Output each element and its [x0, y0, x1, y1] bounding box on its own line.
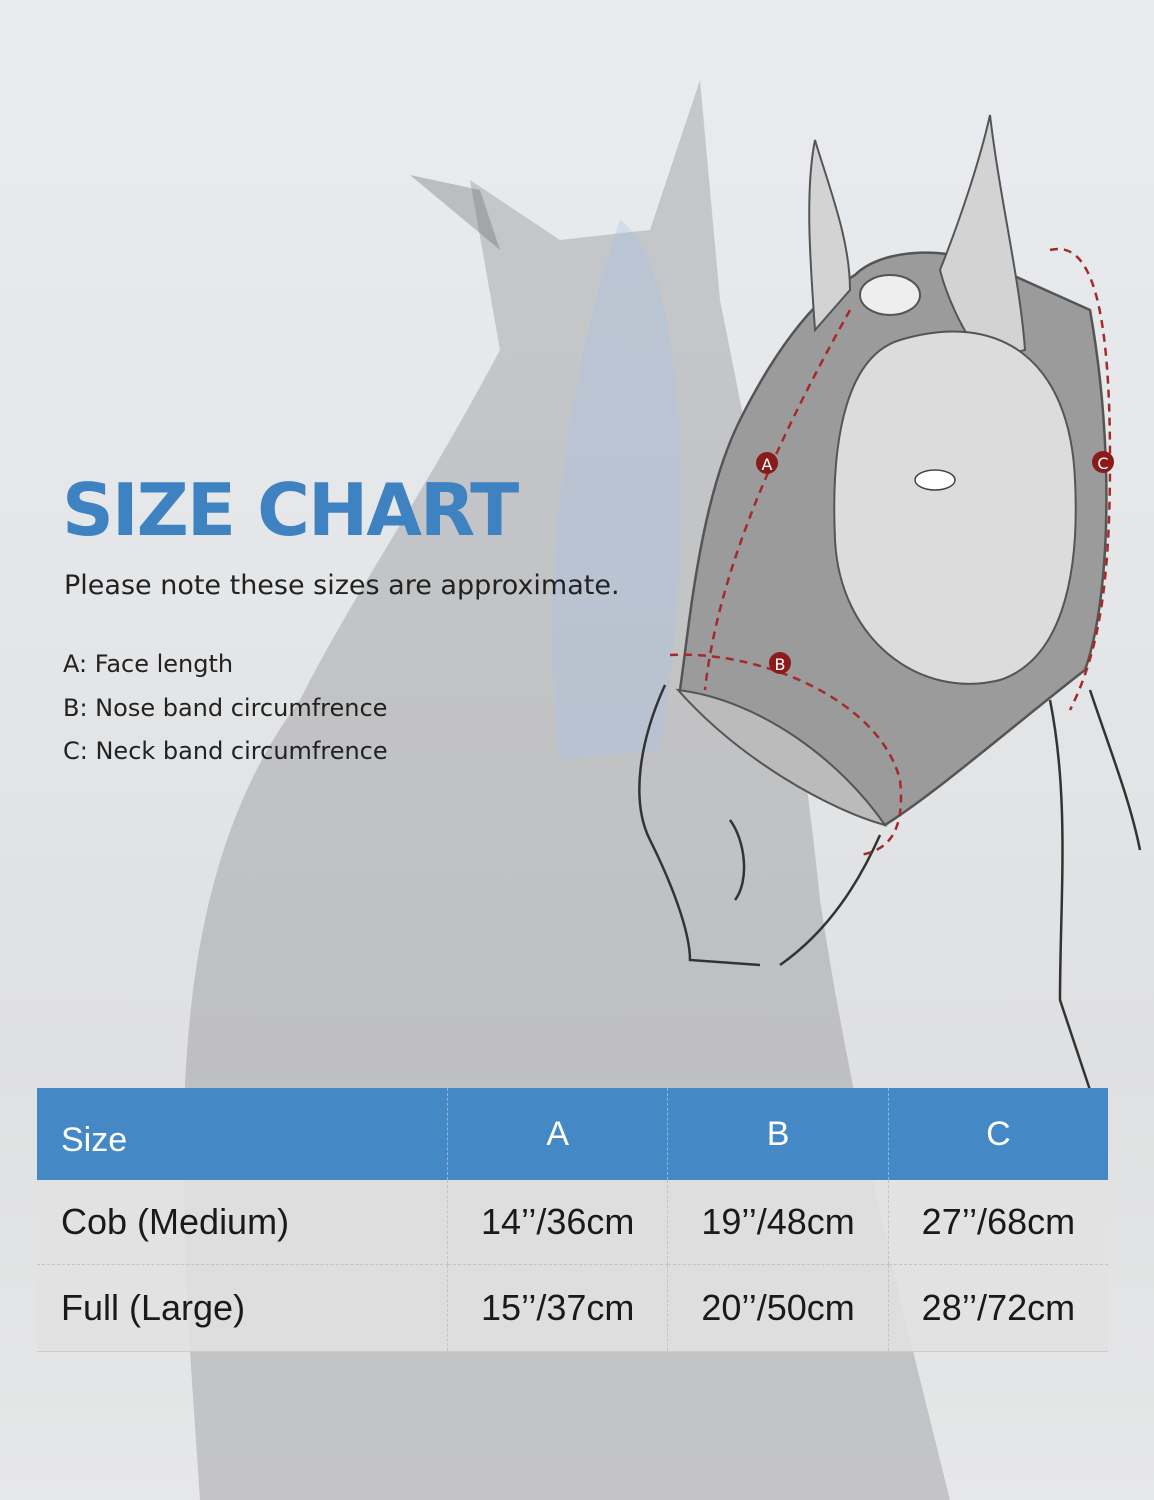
value-cell-c: 28’’/72cm	[887, 1264, 1108, 1352]
table-row: Full (Large) 15’’/37cm 20’’/50cm 28’’/72…	[37, 1264, 1108, 1352]
table-header-row: Size A B C	[37, 1088, 1108, 1180]
header-b: B	[667, 1088, 889, 1180]
marker-b: B	[769, 652, 791, 674]
value-cell-a: 14’’/36cm	[446, 1180, 668, 1265]
horse-mask-diagram: A B C	[638, 114, 1142, 1091]
value-cell-c: 27’’/68cm	[887, 1180, 1108, 1265]
header-size: Size	[37, 1088, 448, 1180]
legend-item-c: C: Neck band circumfrence	[63, 737, 388, 765]
marker-c: C	[1092, 451, 1114, 473]
table-row: Cob (Medium) 14’’/36cm 19’’/48cm 27’’/68…	[37, 1180, 1108, 1265]
legend-item-a: A: Face length	[63, 650, 234, 678]
size-cell: Cob (Medium)	[37, 1180, 448, 1265]
svg-text:C: C	[1097, 454, 1108, 473]
header-c: C	[887, 1088, 1108, 1180]
legend-item-b: B: Nose band circumfrence	[63, 693, 388, 722]
page-title: SIZE CHART	[62, 468, 519, 552]
value-cell-b: 20’’/50cm	[667, 1264, 889, 1352]
svg-text:B: B	[775, 655, 786, 674]
approximate-note: Please note these sizes are approximate.	[64, 570, 620, 601]
size-table: Size A B C Cob (Medium) 14’’/36cm 19’’/4…	[37, 1088, 1108, 1352]
header-a: A	[446, 1088, 668, 1180]
size-cell: Full (Large)	[37, 1264, 448, 1352]
value-cell-b: 19’’/48cm	[667, 1180, 889, 1265]
marker-a: A	[756, 452, 778, 474]
value-cell-a: 15’’/37cm	[446, 1264, 668, 1352]
svg-text:A: A	[762, 455, 773, 474]
measurement-legend: A: Face length B: Nose band circumfrence…	[63, 643, 388, 774]
